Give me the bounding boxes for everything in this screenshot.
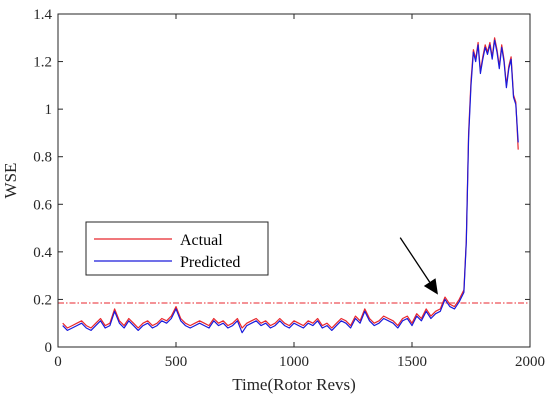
x-tick-label: 500: [165, 354, 188, 370]
series-layer: [62, 37, 519, 334]
y-tick-label: 0.2: [33, 292, 52, 308]
legend: Actual Predicted: [85, 221, 269, 276]
annotation-arrow-shaft: [399, 237, 431, 283]
y-tick-label: 1.4: [33, 7, 52, 23]
y-tick-label: 0.8: [33, 150, 52, 166]
ticks-layer: 0 500 1000 1500 2000 0 0.2 0.4 0.6 0.8 1 1.2 1.4: [33, 7, 545, 370]
y-tick-label: 0.6: [33, 197, 52, 213]
legend-box: [85, 221, 269, 276]
y-tick-label: 1: [45, 102, 53, 118]
x-tick-label: 0: [54, 354, 62, 370]
y-tick-label: 1.2: [33, 55, 52, 71]
x-tick-label: 1500: [397, 354, 427, 370]
legend-label-predicted: Predicted: [180, 254, 240, 271]
legend-label-actual: Actual: [180, 232, 223, 249]
y-tick-label: 0: [45, 340, 53, 356]
annotation-layer: [399, 237, 438, 295]
annotation-arrow-head: [423, 278, 438, 295]
x-tick-label: 1000: [279, 354, 309, 370]
y-axis-label: WSE: [1, 163, 20, 199]
x-axis-label: Time(Rotor Revs): [232, 375, 356, 394]
series-line-predicted: [62, 39, 519, 334]
y-tick-label: 0.4: [33, 245, 52, 261]
x-tick-label: 2000: [515, 354, 545, 370]
